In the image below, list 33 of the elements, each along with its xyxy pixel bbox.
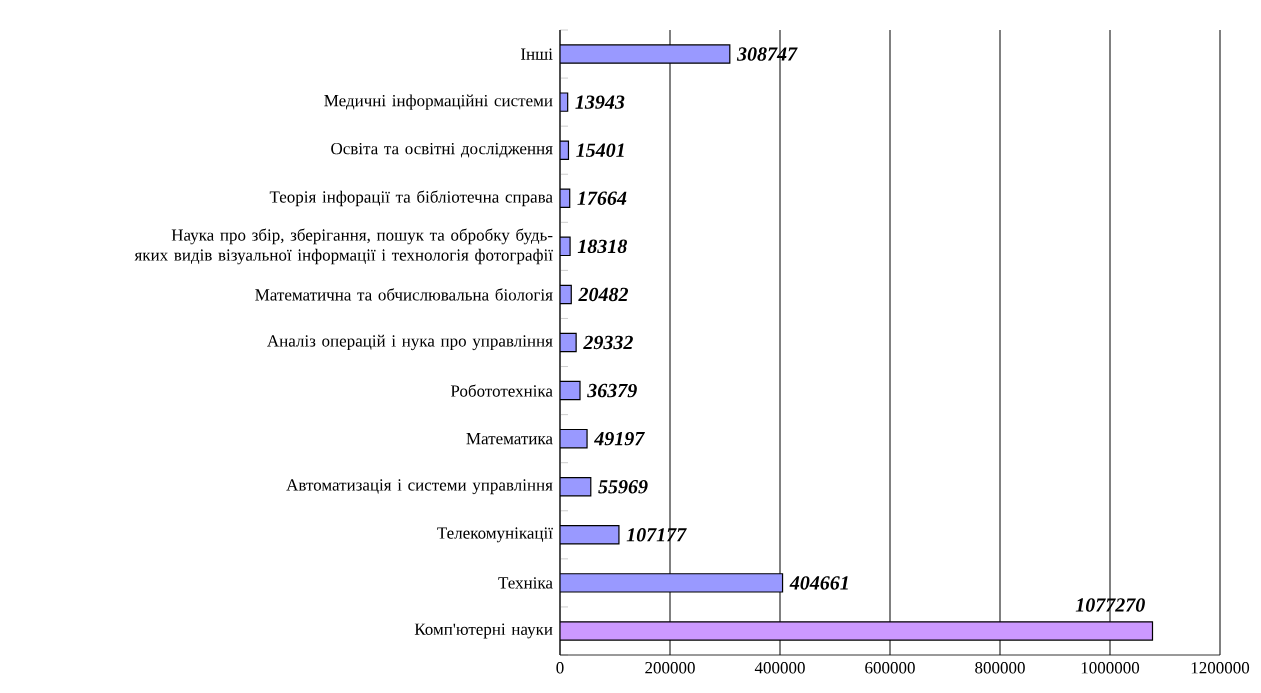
data-label: 49197 <box>593 431 645 446</box>
x-tick-label: 200000 <box>645 662 695 674</box>
x-tick-label: 0 <box>556 662 564 674</box>
data-label: 55969 <box>598 480 648 494</box>
data-label: 17664 <box>577 191 627 205</box>
data-label: 13943 <box>575 95 625 109</box>
x-tick-label: 1200000 <box>1191 662 1250 674</box>
y-tick-label: Комп'ютерні науки <box>414 623 553 639</box>
y-tick-label: Інші <box>521 48 553 60</box>
y-tick-label: Робототехніка <box>450 384 553 397</box>
data-label: 20482 <box>578 287 629 302</box>
y-tick-label: Теорія інфорації та бібліотечна справа <box>269 190 553 207</box>
data-label: 15401 <box>576 143 624 157</box>
y-tick-label: Освіта та освітні дослідження <box>331 142 553 158</box>
x-tick-label: 800000 <box>975 662 1025 674</box>
y-tick-label: Телекомунікації <box>437 527 553 543</box>
y-tick-label: Медичні інформаційні системи <box>324 94 553 110</box>
data-label: 29332 <box>583 335 633 350</box>
data-label: 404661 <box>789 576 848 590</box>
y-tick-label: Математика <box>466 433 553 445</box>
data-label: 107177 <box>626 528 687 542</box>
data-label: 36379 <box>587 383 637 398</box>
data-label: 18318 <box>577 239 627 254</box>
y-tick-label: Наука про збір, зберігання, пошук та обробку будь-яких видів візуальної інформації і технологія фотографії <box>134 228 553 265</box>
data-label: 308747 <box>736 47 798 61</box>
x-tick-label: 1000000 <box>1081 662 1140 674</box>
x-tick-label: 600000 <box>865 662 915 674</box>
y-tick-label: Техніка <box>498 577 553 589</box>
data-label: 1077270 <box>1075 598 1145 612</box>
y-tick-label: Автоматизація і системи управління <box>286 479 553 495</box>
y-tick-label: Математична та обчислювальна біологія <box>255 288 553 301</box>
y-tick-label: Аналіз операцій і нука про управління <box>267 334 553 351</box>
x-tick-label: 400000 <box>754 662 805 674</box>
